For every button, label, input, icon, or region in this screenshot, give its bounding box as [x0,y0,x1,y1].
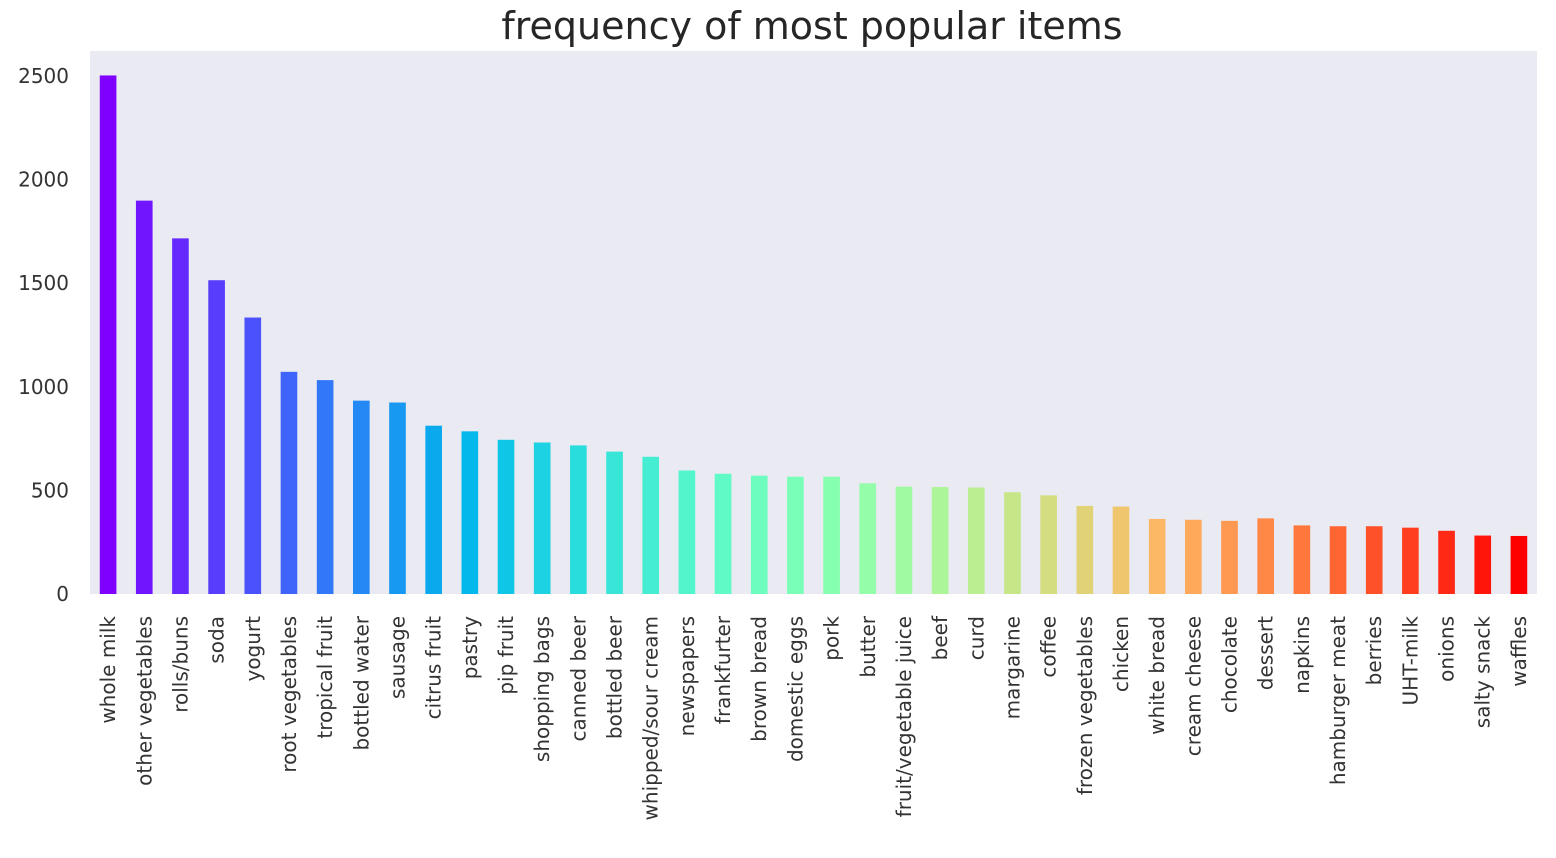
y-tick-label: 1500 [18,271,69,295]
x-tick-label: newspapers [675,616,699,736]
x-tick-label: brown bread [747,616,771,742]
bar-21 [859,483,877,594]
x-tick-label: napkins [1290,616,1314,694]
bar-3 [208,280,225,594]
bar-25 [1004,492,1021,594]
bar-2 [172,238,189,595]
y-tick-label: 500 [31,478,69,502]
y-tick-label: 1000 [18,375,69,399]
bar-12 [533,442,551,594]
bar-27 [1076,505,1094,594]
bar-37 [1438,530,1455,594]
bar-5 [280,371,298,594]
bar-28 [1112,506,1130,594]
bar-22 [895,486,913,594]
x-tick-label: whipped/sour cream [639,616,663,820]
bar-11 [497,439,515,594]
y-tick-label: 2500 [18,64,69,88]
bar-16 [678,470,696,594]
x-tick-label: salty snack [1471,616,1495,729]
x-tick-label: rolls/buns [168,616,192,713]
x-tick-label: shopping bags [530,616,554,762]
x-tick-label: citrus fruit [422,616,446,720]
x-tick-label: domestic eggs [783,616,807,762]
bar-6 [316,380,334,594]
x-tick-label: pastry [458,616,482,679]
bar-24 [967,487,985,594]
bar-39 [1510,535,1528,594]
bar-23 [931,487,949,594]
bar-4 [244,317,262,594]
bar-38 [1474,535,1492,594]
x-tick-label: berries [1362,616,1386,685]
x-ticks-group: whole milk other vegetables rolls/buns soda… [96,615,1531,820]
x-tick-label: yogurt [241,616,265,682]
bar-1 [135,200,153,594]
x-tick-label: waffles [1507,616,1531,687]
x-tick-label: curd [964,616,988,660]
bar-33 [1293,525,1311,594]
bar-14 [606,451,623,594]
x-tick-label: white bread [1145,616,1169,735]
x-tick-label: pork [820,616,844,661]
bar-0 [99,75,117,594]
x-tick-label: coffee [1037,616,1061,678]
x-tick-label: fruit/vegetable juice [892,616,916,817]
bar-8 [389,402,406,594]
bar-15 [642,456,660,594]
bar-10 [461,431,479,594]
x-tick-label: margarine [1000,616,1024,719]
x-tick-label: dessert [1254,616,1278,690]
chart-title: frequency of most popular items [501,4,1122,48]
x-tick-label: frozen vegetables [1073,616,1097,795]
bar-36 [1402,527,1419,594]
y-tick-label: 2000 [18,168,69,192]
bars-group [99,75,1528,595]
x-tick-label: butter [856,615,880,677]
x-tick-label: bottled water [349,615,373,750]
x-tick-label: soda [205,616,229,664]
x-tick-label: onions [1435,616,1459,682]
bar-19 [787,476,804,594]
x-tick-label: chocolate [1218,616,1242,713]
bar-7 [352,400,370,594]
bar-18 [750,475,768,594]
bar-17 [714,473,732,594]
x-tick-label: canned beer [566,615,590,741]
bar-34 [1329,526,1347,594]
x-tick-label: cream cheese [1181,616,1205,756]
x-tick-label: pip fruit [494,616,518,695]
x-tick-label: UHT-milk [1398,616,1422,706]
x-tick-label: chicken [1109,616,1133,692]
x-tick-label: tropical fruit [313,616,337,739]
x-tick-label: beef [928,615,952,660]
x-tick-label: other vegetables [132,616,156,786]
bar-20 [823,476,840,594]
bar-9 [425,425,442,594]
bar-26 [1040,495,1057,594]
x-tick-label: frankfurter [711,615,735,724]
bar-13 [570,445,587,594]
bar-32 [1257,518,1275,594]
bar-31 [1221,520,1238,594]
x-tick-label: whole milk [96,616,120,724]
y-ticks-group: 0 500 1000 1500 2000 2500 [18,64,69,606]
x-tick-label: root vegetables [277,616,301,773]
bar-30 [1185,519,1202,594]
plot-area [90,51,1537,594]
bar-29 [1148,518,1166,594]
x-tick-label: bottled beer [603,615,627,739]
x-tick-label: hamburger meat [1326,616,1350,785]
x-tick-label: sausage [385,616,409,699]
bar-35 [1365,526,1383,594]
y-tick-label: 0 [56,582,69,606]
